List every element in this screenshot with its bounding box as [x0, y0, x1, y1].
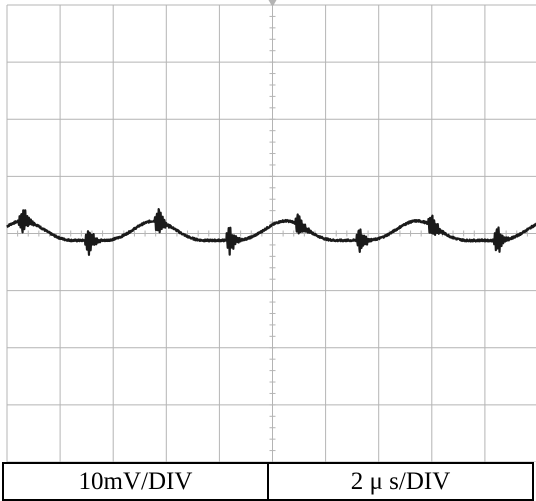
vertical-scale-label: 10mV/DIV [78, 468, 193, 495]
trigger-marker [268, 0, 277, 7]
trace [6, 208, 536, 256]
graticule [6, 0, 536, 463]
waveform-trace [6, 208, 536, 256]
scale-bar: 10mV/DIV 2 μ s/DIV [2, 462, 534, 501]
waveform-plot [6, 0, 536, 463]
oscilloscope-screen [6, 0, 536, 463]
horizontal-scale-label: 2 μ s/DIV [267, 464, 532, 499]
